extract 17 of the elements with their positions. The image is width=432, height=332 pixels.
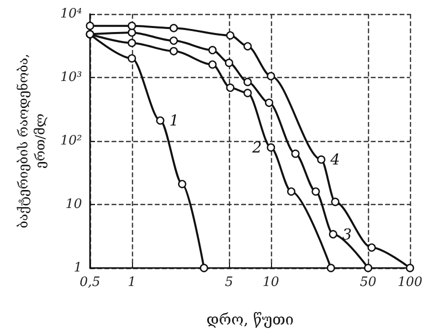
x-tick-label: 0,5: [80, 275, 100, 290]
x-axis-title: დრო, წუთი: [206, 310, 294, 328]
x-tick-label: 10: [262, 275, 280, 290]
y-tick-label: 10³: [60, 70, 82, 85]
series-label: 1: [169, 112, 179, 130]
x-tick-label: 100: [398, 275, 422, 290]
series-label: 3: [342, 225, 352, 244]
y-axis-title: ბაქტერიების რაოდენობა, ერთ/მლ: [16, 54, 48, 228]
x-tick-label: 5: [224, 275, 234, 290]
x-tick-label: 50: [360, 275, 376, 290]
y-tick-label: 10: [65, 197, 82, 212]
y-tick-label: 10²: [60, 134, 82, 148]
y-tick-label: 1: [74, 260, 82, 276]
series-label: 2: [251, 138, 262, 156]
x-tick-label: 1: [128, 275, 136, 290]
y-tick-label: 10⁴: [60, 6, 82, 22]
series-label: 4: [329, 150, 340, 169]
